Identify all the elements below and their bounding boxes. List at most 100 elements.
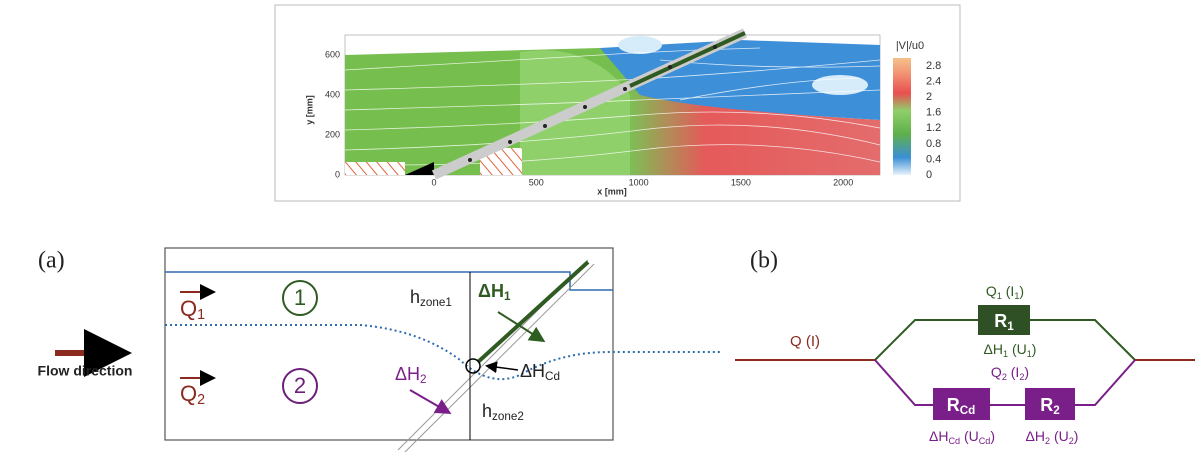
dh1-arrow — [497, 311, 546, 343]
q-total: Q (I) — [790, 333, 820, 350]
gate — [629, 31, 746, 88]
subscript: 1 — [197, 307, 205, 323]
dh2: ΔH2 — [395, 364, 427, 386]
subscript: 1 — [1014, 291, 1019, 301]
label-text: ΔH — [520, 361, 545, 381]
subscript: 1 — [1007, 320, 1014, 333]
subscript: 1 — [504, 290, 511, 303]
r2-box — [1025, 388, 1075, 420]
label-text: ΔH — [929, 428, 948, 444]
label-text: (U — [1050, 428, 1069, 444]
subscript: 2 — [197, 392, 205, 408]
dh2: ΔH2 (U2) — [1026, 428, 1079, 447]
gate — [476, 260, 590, 364]
dh1: ΔH1 — [478, 281, 511, 303]
label-text: ) — [1032, 341, 1037, 357]
r1-box — [978, 305, 1030, 335]
zone-circle — [282, 368, 318, 404]
subscript: Cd — [960, 404, 976, 417]
label-text: ) — [1019, 283, 1024, 299]
subscript: 1 — [997, 291, 1002, 301]
colorbar-tick-label: 2.8 — [926, 60, 941, 72]
q2: Q2 — [180, 381, 205, 408]
label-text: Q — [180, 296, 197, 321]
colorbar-title: |V|/u0 — [896, 40, 924, 52]
orifice — [465, 358, 481, 374]
dhcd: ΔHCd — [520, 361, 560, 383]
zone-2: 2 — [294, 373, 306, 398]
interface-line — [165, 324, 720, 381]
rcd: RCd — [947, 395, 976, 417]
label-text: R — [994, 311, 1007, 331]
gate-line — [404, 263, 595, 453]
x-tick-label: 0 — [431, 177, 436, 187]
y-axis-label: y [mm] — [304, 95, 314, 125]
dh2-arrow — [409, 389, 452, 415]
colorbar — [893, 58, 911, 175]
label-text: ) — [1024, 364, 1029, 380]
label-text: ) — [1074, 428, 1079, 444]
q2: Q2 (I2) — [991, 364, 1029, 383]
dhcd: ΔHCd (UCd) — [929, 428, 995, 447]
colorbar-tick-label: 0 — [926, 169, 932, 181]
rcd-box — [933, 388, 990, 420]
label-text: h — [410, 287, 420, 307]
colorbar-tick-label: 1.6 — [926, 107, 941, 119]
q1: Q1 (I1) — [986, 283, 1024, 302]
x-tick-label: 1500 — [731, 177, 751, 187]
q1: Q1 — [180, 296, 205, 323]
subscript: zone1 — [420, 296, 452, 309]
panel-b: (b) Q (I) Q1 (I1) R1 ΔH1 (U1) Q2 (I2) RC… — [735, 248, 1195, 447]
x-tick-label: 1000 — [629, 177, 649, 187]
label-text: ΔH — [395, 364, 420, 384]
r2: R2 — [1040, 395, 1060, 417]
subscript: 1 — [1003, 349, 1008, 359]
label-text: (U — [1008, 341, 1027, 357]
h-zone1: hzone1 — [410, 287, 452, 309]
subscript: Cd — [948, 436, 960, 446]
label-text: Q — [180, 381, 197, 406]
label-text: ΔH — [984, 341, 1003, 357]
label-text: (U — [960, 428, 979, 444]
panel-a: (a) Flow direction Q1 Q2 1 2 hzone1 ΔH1 … — [38, 247, 720, 453]
h-zone2: hzone2 — [482, 401, 524, 423]
subscript: 2 — [420, 373, 427, 386]
subscript: 2 — [1045, 436, 1050, 446]
label-text: (I — [1007, 364, 1019, 380]
blue-region — [600, 40, 880, 120]
panel-label: (a) — [38, 248, 65, 274]
y-tick-label: 600 — [325, 49, 340, 59]
label-text: Q — [986, 283, 997, 299]
subscript: 2 — [1019, 372, 1024, 382]
subscript: Cd — [545, 370, 560, 383]
dh1: ΔH1 (U1) — [984, 341, 1037, 360]
label-text: ΔH — [478, 281, 504, 301]
probe-points — [468, 45, 717, 162]
branch-2 — [874, 359, 1136, 406]
label-text: R — [947, 395, 960, 415]
floor-block — [405, 162, 434, 175]
label-text: h — [482, 401, 492, 421]
flow-field-plot: y [mm] x [mm] |V|/u0 — [274, 4, 961, 202]
subscript: 2 — [1002, 372, 1007, 382]
colorbar-tick-label: 1.2 — [926, 122, 941, 134]
y-tick-label: 400 — [325, 89, 340, 99]
x-tick-label: 500 — [529, 177, 544, 187]
dhcd-arrow — [485, 361, 519, 374]
subscript: 2 — [1053, 404, 1060, 417]
flow-direction: Flow direction — [38, 363, 133, 379]
r1: R1 — [994, 311, 1014, 333]
colorbar-tick-label: 2 — [926, 91, 932, 103]
zone-circle — [282, 280, 318, 316]
label-text: Q — [991, 364, 1002, 380]
colorbar-tick-label: 0.4 — [926, 153, 941, 165]
label-text: ) — [990, 428, 995, 444]
hatched-floor — [345, 162, 405, 175]
y-tick-label: 0 — [335, 169, 340, 179]
colorbar-tick-label: 0.8 — [926, 138, 941, 150]
water-surface — [165, 271, 613, 291]
channel — [164, 247, 614, 441]
panel-label: (b) — [750, 248, 778, 274]
